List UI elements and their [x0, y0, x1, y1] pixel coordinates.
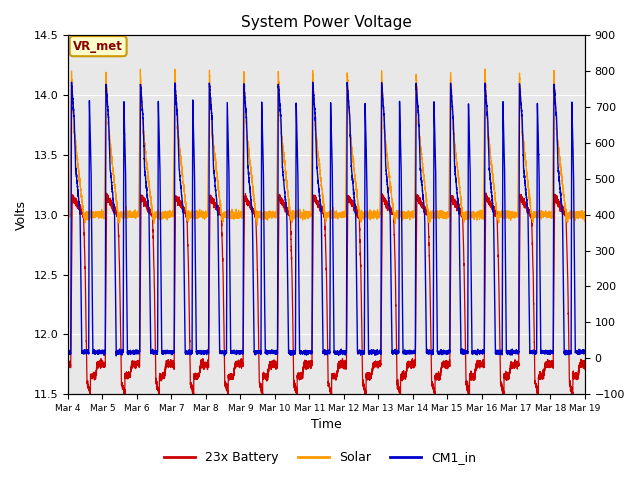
X-axis label: Time: Time [311, 419, 342, 432]
Y-axis label: Volts: Volts [15, 200, 28, 230]
Title: System Power Voltage: System Power Voltage [241, 15, 412, 30]
Legend: 23x Battery, Solar, CM1_in: 23x Battery, Solar, CM1_in [159, 446, 481, 469]
Text: VR_met: VR_met [73, 40, 123, 53]
